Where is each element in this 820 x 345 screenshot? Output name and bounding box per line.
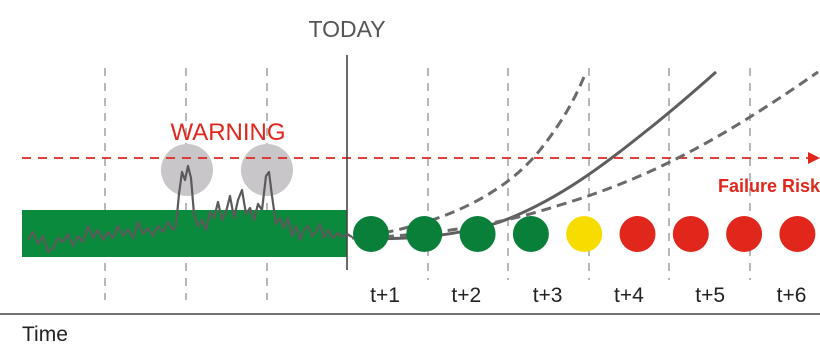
- today-label: TODAY: [308, 16, 385, 42]
- status-dot-ok: [353, 216, 389, 252]
- status-dot-ok: [459, 216, 496, 252]
- tick-label: t+1: [370, 284, 400, 307]
- status-dot-alert: [619, 216, 656, 252]
- warning-label: WARNING: [170, 119, 285, 146]
- status-dot-alert: [672, 216, 709, 252]
- tick-label: t+6: [777, 284, 807, 307]
- status-dot-alert: [726, 216, 763, 252]
- time-tick-labels: t+1 t+2 t+3 t+4 t+5 t+6: [370, 284, 806, 307]
- tick-label: t+3: [533, 284, 563, 307]
- sensor-signal-line: [27, 164, 353, 254]
- tick-label: t+5: [695, 284, 725, 307]
- tick-label: t+4: [614, 284, 644, 307]
- tick-label: t+2: [451, 284, 481, 307]
- projected-trend-lower-dashed: [351, 70, 819, 240]
- arrow-right-icon: [808, 152, 820, 164]
- status-dot-ok: [406, 216, 443, 252]
- time-axis-label: Time: [22, 323, 68, 345]
- status-dot-ok: [512, 216, 549, 252]
- warning-highlight-circle: [241, 144, 293, 196]
- projected-trend-upper-dashed: [351, 71, 588, 240]
- status-indicators: [353, 216, 816, 252]
- status-dot-alert: [779, 216, 816, 252]
- status-dot-caution: [566, 216, 603, 252]
- failure-risk-label: Failure Risk: [718, 176, 820, 196]
